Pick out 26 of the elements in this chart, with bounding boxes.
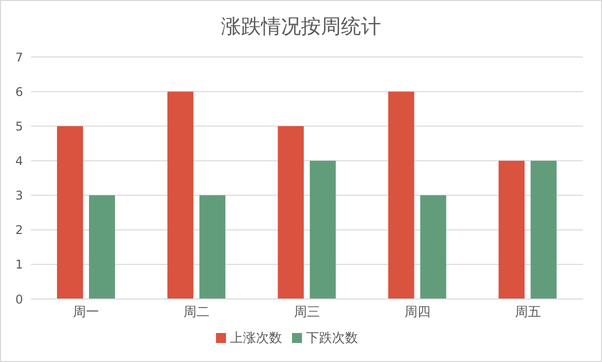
legend-label: 上涨次数 xyxy=(230,331,282,346)
y-tick-label: 3 xyxy=(15,188,23,203)
y-tick-label: 7 xyxy=(15,50,23,64)
y-tick-label: 0 xyxy=(15,292,23,306)
y-tick-label: 1 xyxy=(15,258,23,272)
bar xyxy=(530,160,557,299)
bar xyxy=(278,126,304,299)
y-tick-label: 6 xyxy=(15,84,23,99)
x-tick-label: 周二 xyxy=(184,305,210,320)
y-tick-label: 5 xyxy=(15,119,23,134)
y-tick-label: 2 xyxy=(15,223,23,238)
bar xyxy=(167,92,194,299)
chart-title: 涨跌情况按周统计 xyxy=(220,13,382,40)
bar xyxy=(420,195,446,299)
bar xyxy=(388,92,414,299)
legend-label: 下跌次数 xyxy=(306,331,358,346)
y-tick-label: 4 xyxy=(15,154,23,168)
bar xyxy=(199,195,226,299)
x-tick-label: 周四 xyxy=(404,305,430,320)
x-tick-label: 周一 xyxy=(73,305,100,320)
bar xyxy=(310,160,336,299)
bar xyxy=(89,195,115,299)
x-tick-label: 周五 xyxy=(514,305,541,320)
bar xyxy=(57,126,83,299)
bar xyxy=(498,160,525,299)
x-tick-label: 周三 xyxy=(294,305,320,320)
